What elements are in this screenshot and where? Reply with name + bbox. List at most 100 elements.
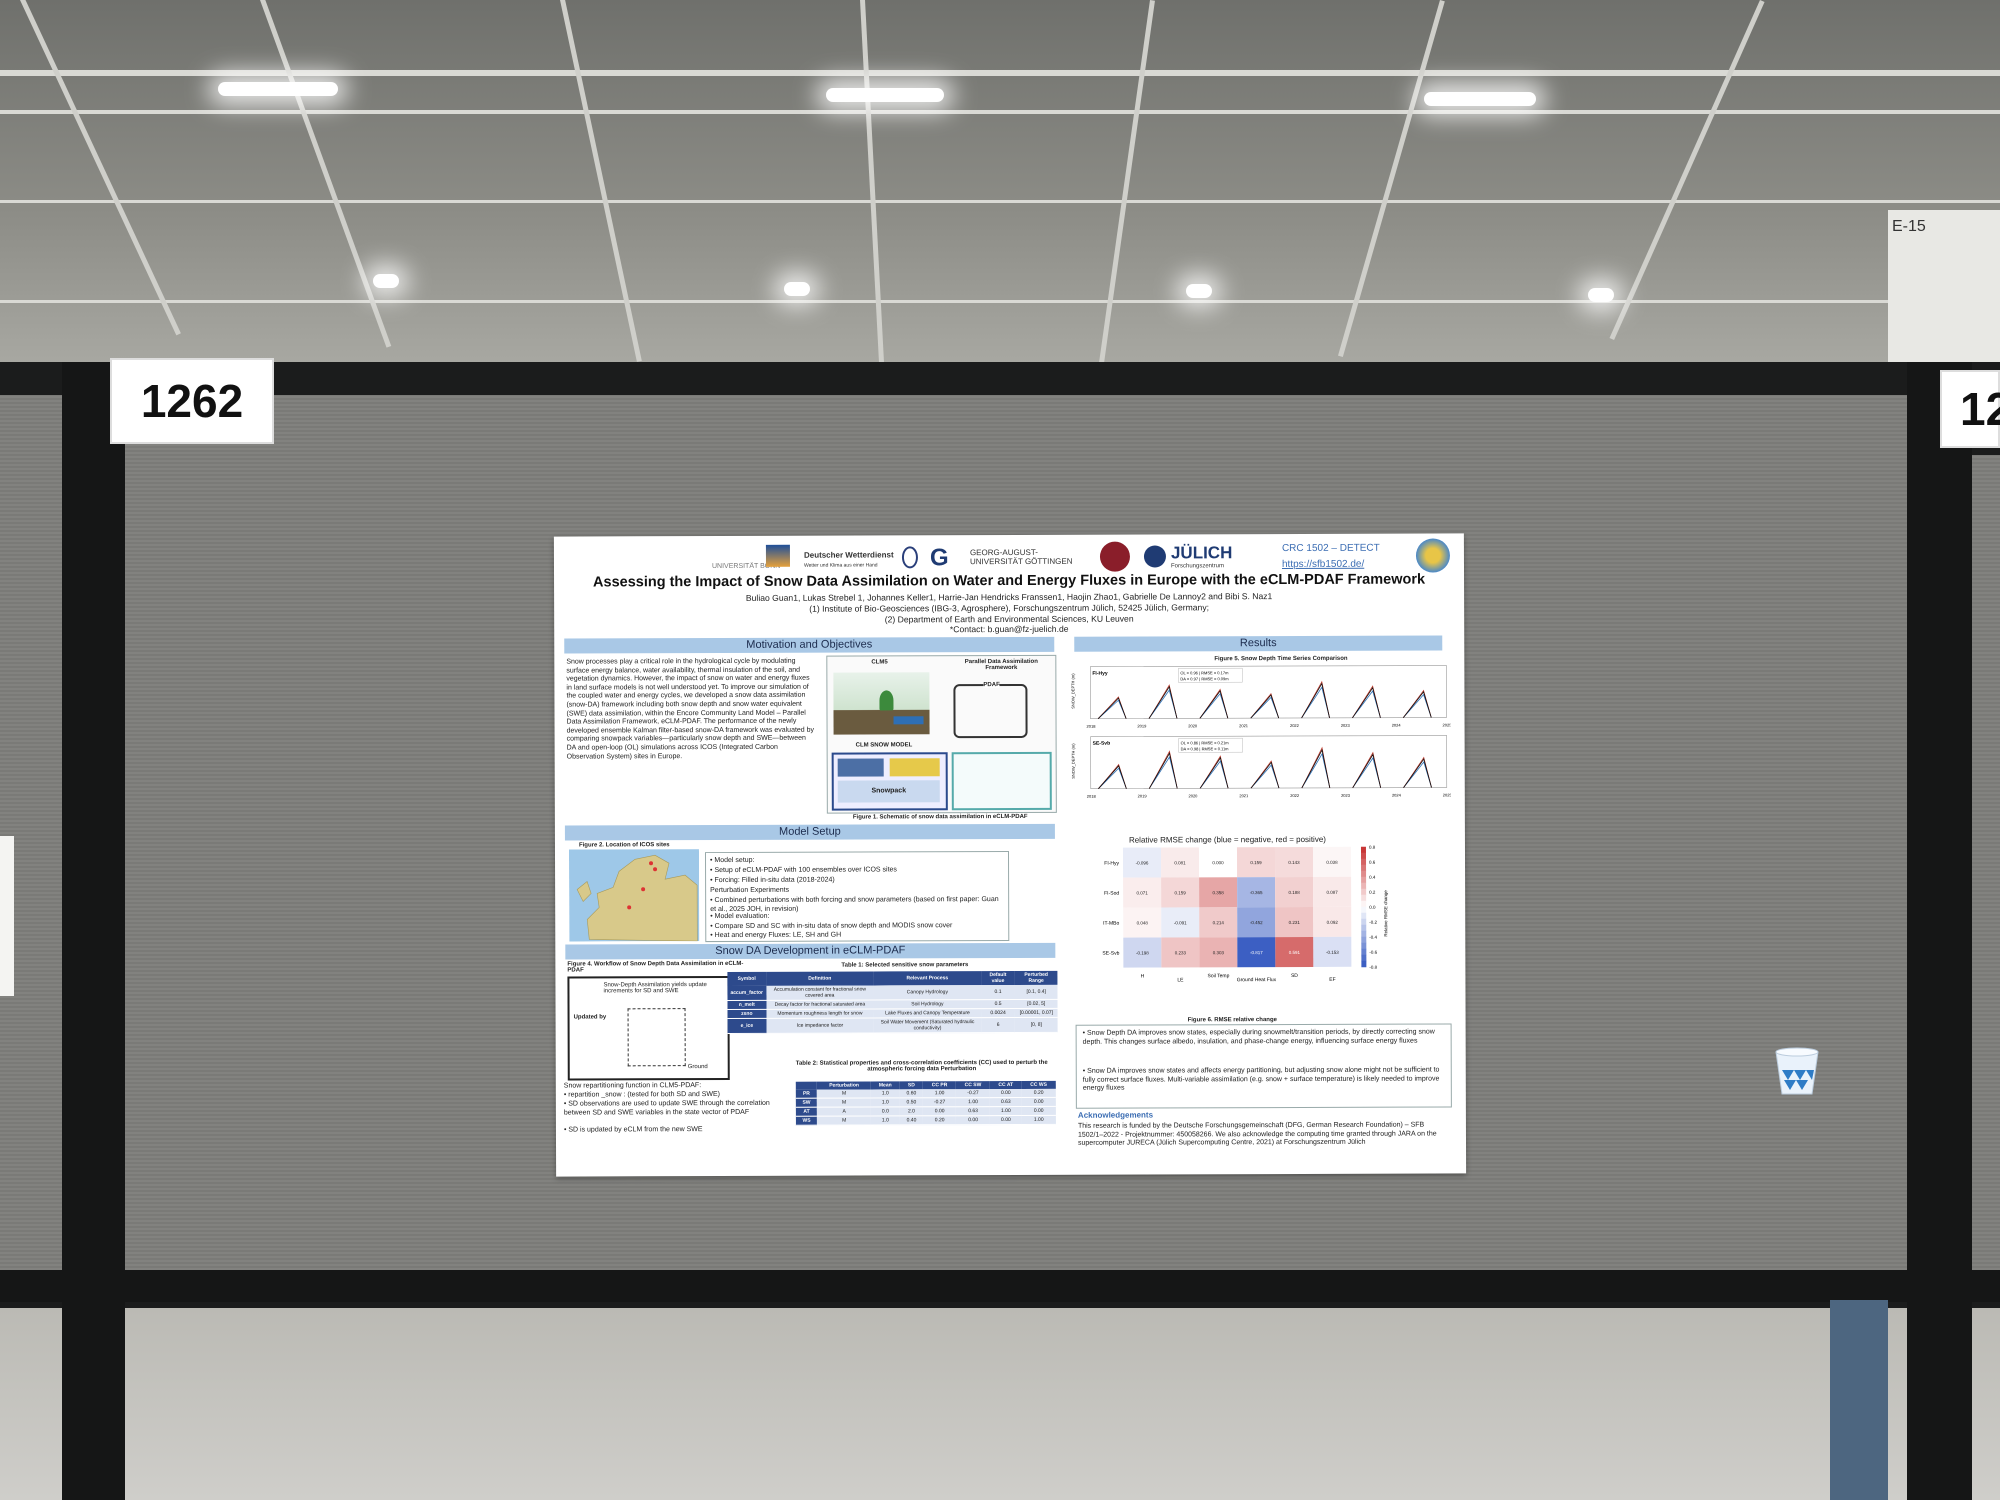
- x-tick-label: 2018: [1087, 724, 1097, 729]
- table-row: WS M 1.0 0.40 0.20 0.00 0.00 1.00: [795, 1115, 1056, 1126]
- snow-da-line: • SD observations are used to update SWE…: [563, 1099, 770, 1117]
- crc-link[interactable]: https://sfb1502.de/: [1281, 558, 1365, 571]
- ceiling-strut: [20, 0, 181, 336]
- pillar-label: E-15: [1892, 218, 1926, 235]
- water-balance-block: [837, 758, 884, 777]
- table-cell: 0.0: [871, 1106, 900, 1116]
- model-setup-line: • Forcing: Filled in-situ data (2018-202…: [710, 876, 835, 885]
- table-header-cell: Symbol: [727, 971, 766, 986]
- table-header-cell: CC WS: [1021, 1080, 1056, 1089]
- rmse-change-heatmap: FI-Hyy -0.096 0.081 0.000 0.159 0.143 0.038 FI-…: [1102, 845, 1388, 984]
- legend-entry: DA = 0.97 | RMSE = 0.09m: [1180, 676, 1229, 681]
- colorbar-segment: [1361, 882, 1367, 890]
- x-tick-label: 2021: [1239, 723, 1249, 728]
- model-setup-box: • Model setup: • Setup of eCLM-PDAF with…: [704, 851, 1010, 943]
- snow-layer-stack: [627, 1008, 686, 1067]
- colorbar-segment: [1361, 870, 1367, 878]
- ceiling-beam: [0, 300, 2000, 303]
- heatmap-col-label: EF: [1329, 977, 1335, 983]
- legend-box: [1178, 737, 1243, 753]
- heatmap-value-label: 0.081: [1174, 860, 1186, 865]
- heatmap-value-label: 0.303: [1213, 950, 1225, 955]
- booth-post: [62, 362, 125, 1500]
- series-line: [1097, 686, 1432, 719]
- heatmap-cell: [1161, 937, 1200, 968]
- heatmap-value-label: -0.096: [1136, 861, 1149, 866]
- dwd-logo: Deutscher Wetterdienst: [803, 550, 894, 560]
- x-tick-label: 2022: [1290, 793, 1300, 798]
- heatmap-col-label: LE: [1177, 977, 1184, 983]
- table-row: e_ice Ice impedance factor Soil Water Move…: [727, 1017, 1058, 1034]
- energy-balance-block: [889, 758, 940, 777]
- heatmap-cell: [1198, 847, 1238, 878]
- table-cell: 6: [981, 1017, 1016, 1033]
- colorbar-segment: [1361, 906, 1367, 914]
- heatmap-value-label: 0.159: [1250, 860, 1262, 865]
- heatmap-cell: [1123, 907, 1162, 938]
- colorbar-tick-label: -0.2: [1369, 920, 1377, 925]
- colorbar-segment: [1361, 948, 1367, 956]
- ceiling-beam: [0, 70, 2000, 76]
- heatmap-cell: [1274, 846, 1314, 878]
- table-header-cell: CC AT: [990, 1080, 1022, 1090]
- snow-depth-timeseries-fi-hyy: FI-Hyy SNOW_DEPTH (m) OL = 0.96 | RMSE = 0…: [1070, 665, 1451, 729]
- heatmap-cell: [1275, 936, 1314, 968]
- table-cell: n_melt: [727, 1000, 767, 1010]
- section-header-motivation: Motivation and Objectives: [564, 636, 1055, 654]
- colorbar-tick-label: -0.8: [1369, 965, 1377, 970]
- model-setup-line: • Setup of eCLM-PDAF with 100 ensembles …: [710, 866, 897, 875]
- heatmap-row-label: SE-Svb: [1102, 951, 1119, 957]
- figure-2-caption: Figure 2. Location of ICOS sites: [578, 842, 670, 849]
- university-seal-icon: [1099, 541, 1131, 572]
- ceiling-strut: [560, 0, 642, 362]
- goettingen-logo: GEORG-AUGUST-UNIVERSITÄT GÖTTINGEN: [969, 547, 1073, 567]
- colorbar-segment: [1361, 858, 1367, 866]
- snow-depth-timeseries-se-svb: SE-Svb SNOW_DEPTH (m) OL = 0.86 | RMSE = 0…: [1071, 735, 1451, 799]
- ceiling-light: [373, 274, 399, 288]
- site-marker: [653, 867, 658, 872]
- table-cell: Lake Fluxes and Canopy Temperature: [873, 1008, 982, 1018]
- x-tick-label: 2021: [1239, 793, 1249, 798]
- table-header-cell: CC SW: [955, 1081, 991, 1090]
- research-poster: UNIVERSITÄT BONN Deutscher Wetterdienst …: [553, 533, 1467, 1177]
- y-axis-label: SNOW_DEPTH (m): [1070, 673, 1075, 709]
- x-tick-label: 2025: [1443, 722, 1451, 727]
- colorbar-segment: [1361, 930, 1367, 938]
- heatmap-cell: [1161, 907, 1200, 938]
- snow-da-line: Snow repartitioning function in CLM5-PDA…: [563, 1082, 702, 1090]
- goettingen-logo-icon: G: [929, 544, 949, 572]
- heatmap-col-label: Ground Heat Flux: [1237, 977, 1277, 983]
- table-cell: 0.20: [923, 1115, 956, 1125]
- fig1-pdaf-title: Parallel Data Assimilation Framework: [964, 658, 1038, 672]
- fig4-box-title: Snow-Depth Assimilation yields update in…: [603, 982, 707, 995]
- legend-entry: OL = 0.86 | RMSE = 0.21m: [1181, 740, 1230, 745]
- table-cell: zsno: [727, 1009, 767, 1019]
- table-1-caption: Table 1: Selected sensitive snow paramet…: [841, 962, 969, 969]
- site-marker: [649, 861, 654, 866]
- heatmap-col-label: H: [1141, 974, 1145, 980]
- europe-site-map: [568, 849, 700, 942]
- ceiling-light: [1588, 288, 1614, 302]
- heatmap-row-label: IT-MBo: [1103, 921, 1119, 927]
- heatmap-value-label: 0.159: [1174, 890, 1186, 895]
- crc-title: CRC 1502 – DETECT: [1281, 542, 1380, 555]
- crc-logo-icon: [1415, 538, 1451, 573]
- ceiling-light: [826, 88, 944, 102]
- heatmap-value-label: -0.365: [1250, 890, 1263, 895]
- x-tick-label: 2019: [1137, 724, 1147, 729]
- poster-title: Assessing the Impact of Snow Data Assimi…: [593, 571, 1426, 591]
- colorbar-segment: [1361, 960, 1367, 968]
- table-cell: [0.1, 0.4]: [1014, 984, 1058, 1000]
- heatmap-cell: [1199, 937, 1238, 968]
- colorbar-tick-label: 0.4: [1369, 875, 1376, 880]
- heatmap-cell: [1313, 876, 1352, 907]
- series-line: [1098, 752, 1432, 789]
- section-header-results: Results: [1074, 635, 1443, 652]
- acknowledgements-text: This research is funded by the Deutsche …: [1077, 1121, 1437, 1147]
- heatmap-cell: [1313, 936, 1352, 967]
- table-2-forcing-perturbation: Perturbation Mean SD CC PR CC SW CC AT CC WS PR…: [795, 1080, 1056, 1126]
- table-cell: 1.0: [871, 1097, 900, 1107]
- table-cell: 0.00: [955, 1115, 991, 1125]
- x-tick-label: 2025: [1443, 792, 1451, 797]
- colorbar-segment: [1361, 864, 1367, 872]
